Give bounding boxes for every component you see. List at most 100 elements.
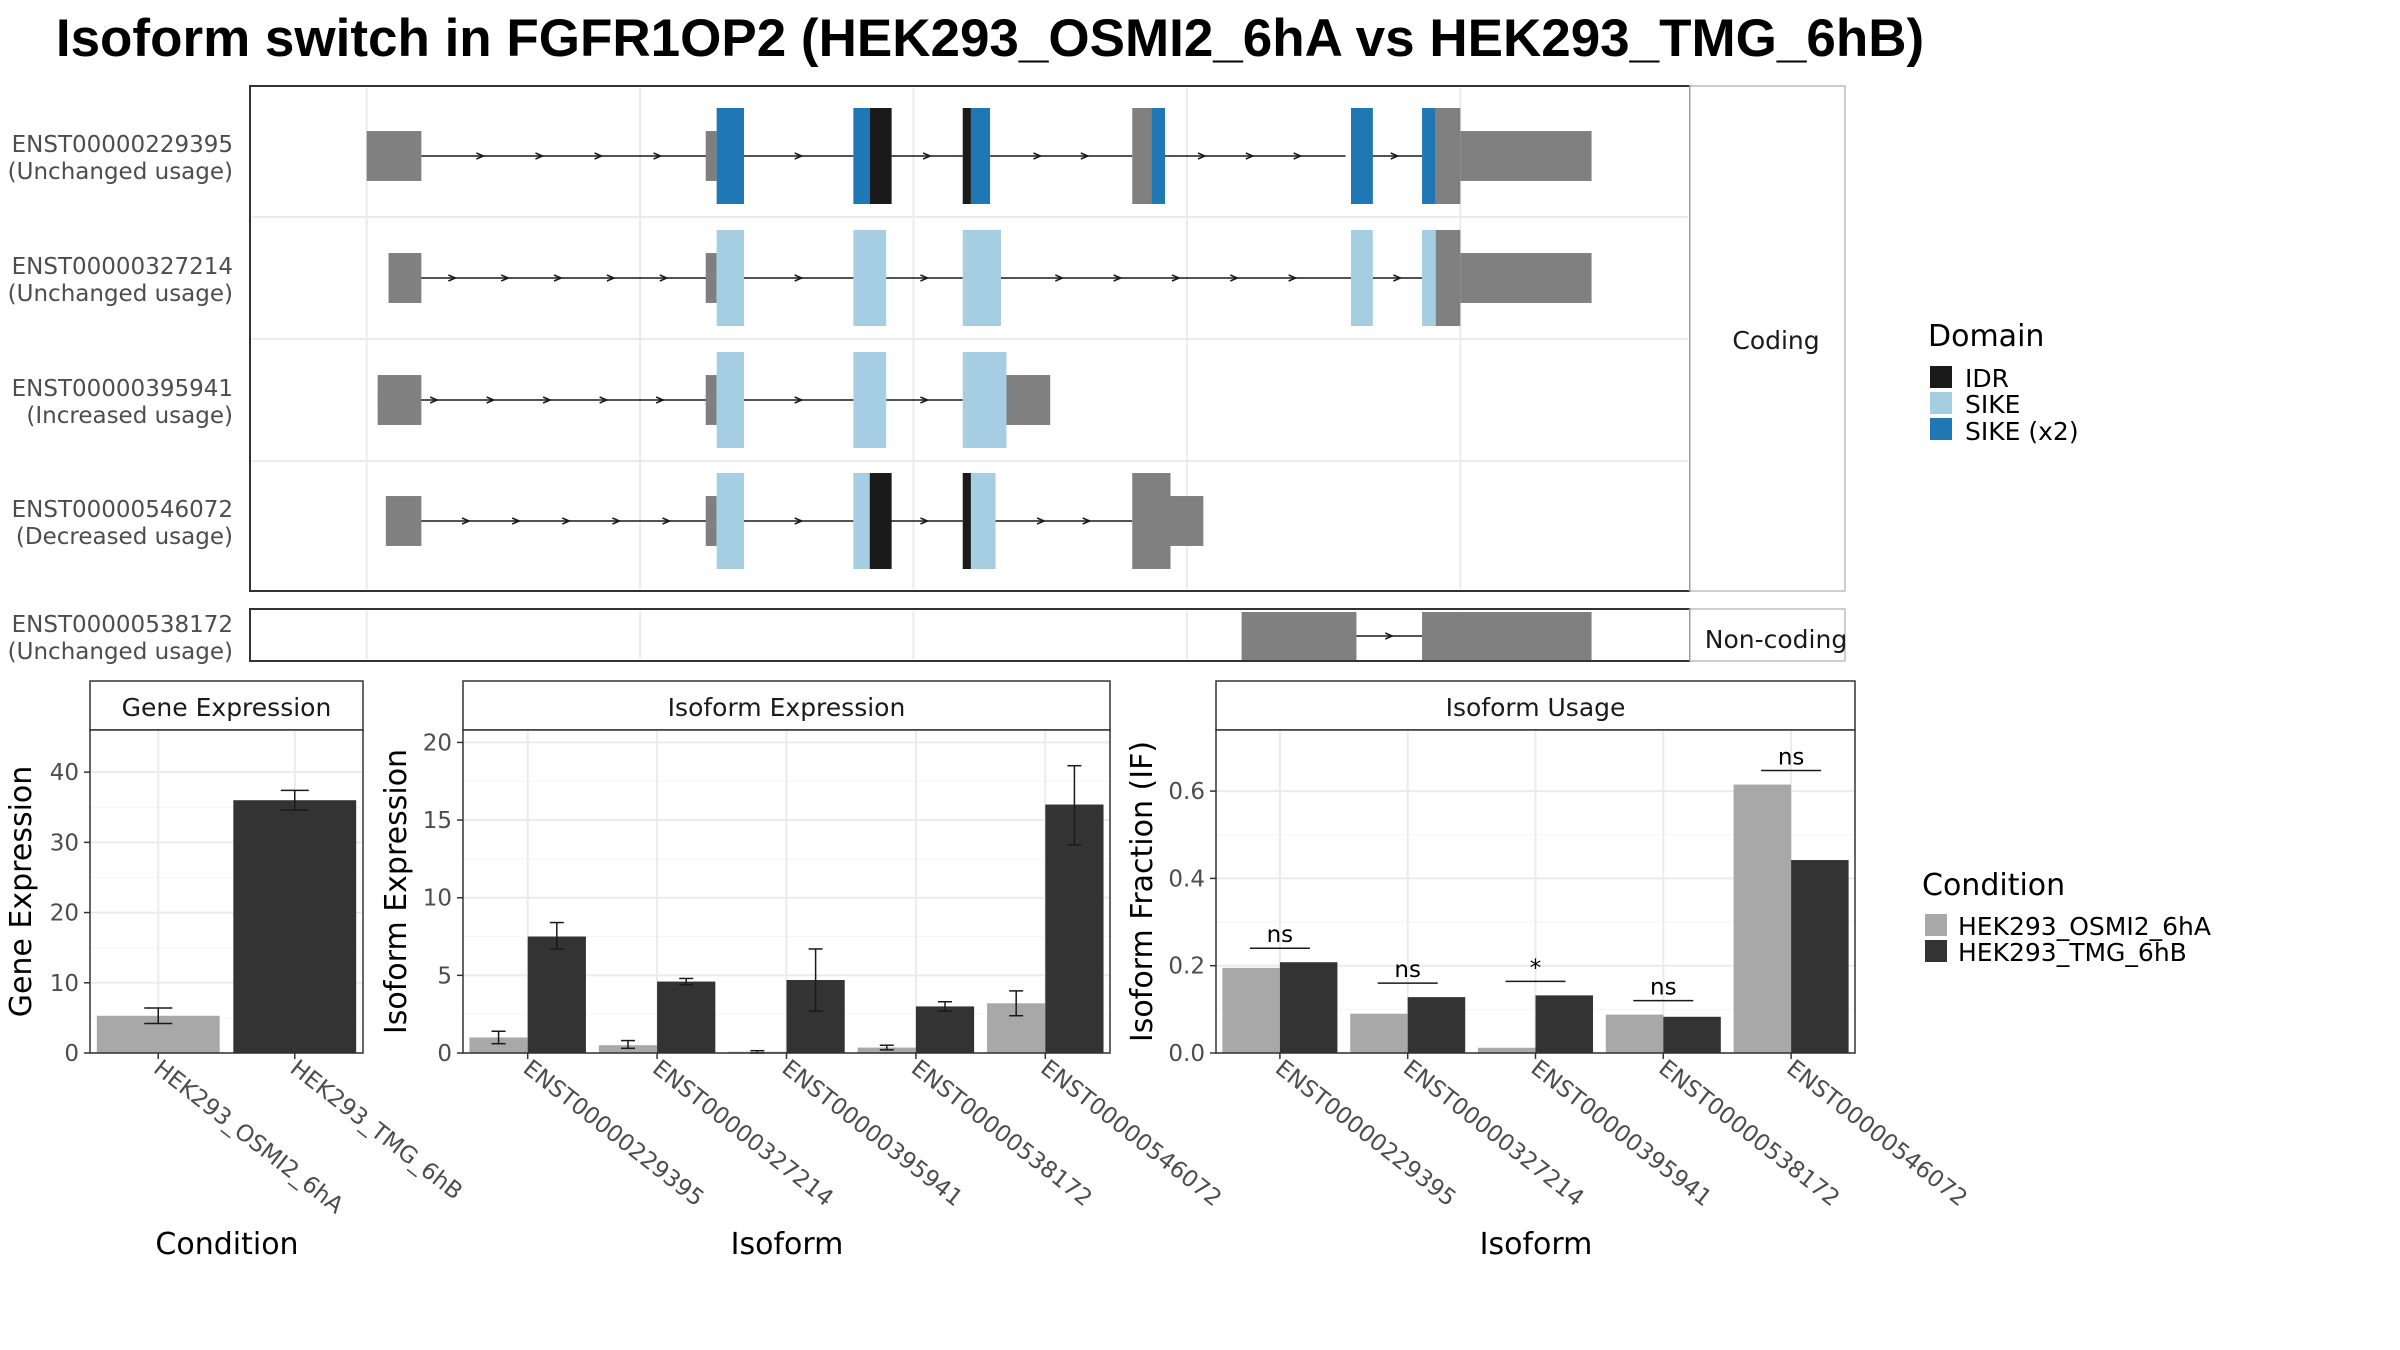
transcript-structure-panel: ENST00000229395(Unchanged usage)ENST0000… [8,85,1846,665]
intron-arrow [1288,274,1298,282]
exon-utr [705,496,717,546]
intron-arrow [1230,274,1240,282]
intron-arrow [920,517,930,525]
intron-arrow [653,152,663,160]
exon-utr [1460,253,1592,303]
y-axis-title: Isoform Expression [379,749,414,1034]
bar-charts: Gene Expression010203040HEK293_OSMI2_6hA… [4,680,1972,1262]
y-tick-label: 0 [64,1041,79,1067]
exon-utr [385,496,422,546]
y-tick-label: 40 [50,760,79,786]
legend-swatch-cond2 [1925,940,1947,962]
exon-utr [388,253,422,303]
intron-arrow [486,396,496,404]
intron-arrow [599,396,609,404]
intron-arrow [1293,152,1303,160]
intron-arrow [794,517,804,525]
exon-utr [1132,108,1152,204]
intron-arrow [794,152,804,160]
figure-title: Isoform switch in FGFR1OP2 (HEK293_OSMI2… [56,9,1924,68]
intron-arrow [1033,152,1043,160]
y-tick-label: 10 [423,886,452,912]
strip-coding: Coding [1732,326,1819,355]
bar [1222,967,1280,1053]
x-axis-title: Condition [155,1227,298,1262]
facet-strip-title: Isoform Expression [668,693,906,722]
intron-arrow [448,274,458,282]
exon-utr [1241,612,1357,660]
intron-arrow [920,396,930,404]
legend-swatch-idr [1930,366,1952,388]
x-axis-title: Isoform [731,1227,844,1262]
bar [915,1006,975,1053]
exon-utr [366,131,422,181]
x-axis-title: Isoform [1480,1227,1593,1262]
intron-arrow [511,517,522,525]
bar [233,800,357,1053]
intron-arrow [612,517,622,525]
intron-arrow [500,274,511,282]
exon-domain-idr [962,108,971,204]
bar [1350,1013,1408,1053]
bar [1407,997,1466,1053]
intron-arrow [662,517,672,525]
bar [527,936,586,1053]
exon-utr [705,131,717,181]
bar [1535,995,1594,1053]
facet-strip [1215,680,1856,731]
exon-domain-sike-x2 [853,108,870,204]
transcript-id-label: ENST00000538172 [12,612,233,638]
intron-arrow [659,274,669,282]
exon-domain-sike [853,352,887,448]
bar [1791,860,1849,1053]
intron-arrow [461,517,471,525]
y-axis-title: Isoform Fraction (IF) [1125,741,1160,1042]
exon-domain-sike [853,473,870,569]
y-tick-label: 30 [50,830,79,856]
transcript-id-label: ENST00000395941 [12,376,233,402]
exon-domain-sike [853,230,887,326]
facet-strip [462,680,1111,731]
transcript-usage-label: (Unchanged usage) [8,281,233,307]
legend-swatch-sike-x2 [1930,418,1952,440]
significance-label: * [1530,955,1542,981]
exon-utr [1435,108,1461,204]
intron-arrow [922,152,933,160]
y-tick-label: 5 [437,963,452,989]
noncoding-strip-box [1689,608,1846,662]
y-tick-label: 20 [50,901,79,927]
intron-arrow [794,274,804,282]
significance-label: ns [1394,957,1421,983]
transcript-usage-label: (Decreased usage) [16,524,233,550]
intron-arrow [606,274,616,282]
exon-domain-sike-x2 [1422,108,1436,204]
transcript-usage-label: (Unchanged usage) [8,639,233,665]
exon-domain-idr [962,473,971,569]
strip-noncoding: Non-coding [1705,625,1847,654]
transcript-id-label: ENST00000229395 [12,132,233,158]
intron-arrow [553,274,563,282]
exon-domain-sike [716,230,744,326]
legend-label-cond1: HEK293_OSMI2_6hA [1958,912,2211,941]
exon-domain-sike [716,352,744,448]
exon-domain-sike-x2 [1350,108,1373,204]
facet-strip [89,680,364,731]
exon-domain-sike [970,473,996,569]
y-axis-title: Gene Expression [4,766,39,1018]
intron-arrow [1245,152,1255,160]
y-tick-label: 0 [437,1041,452,1067]
y-tick-label: 0.0 [1168,1041,1205,1067]
exon-utr [1460,131,1592,181]
exon-utr [705,253,717,303]
exon-domain-idr [869,473,892,569]
intron-arrow [1080,152,1090,160]
intron-arrow [655,396,666,404]
significance-label: ns [1267,922,1294,948]
intron-arrow [1390,152,1400,160]
intron-arrow [1082,517,1092,525]
exon-domain-sike-x2 [716,108,744,204]
intron-arrow [561,517,572,525]
y-tick-label: 10 [50,971,79,997]
intron-arrow [1171,274,1181,282]
intron-arrow [1393,274,1403,282]
